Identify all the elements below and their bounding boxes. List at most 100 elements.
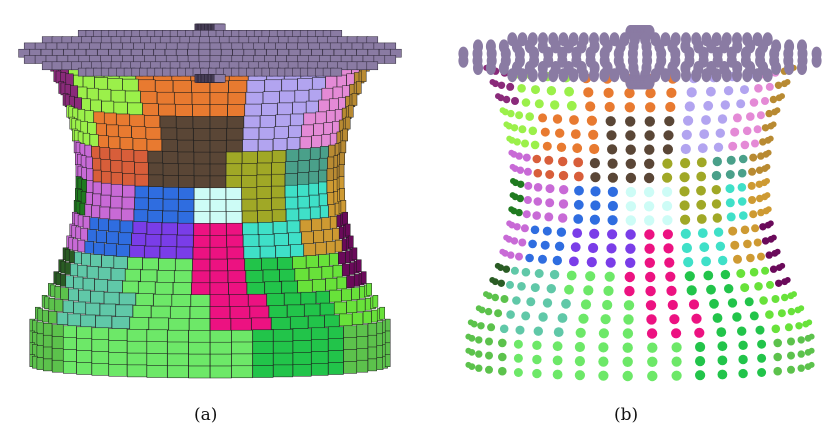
voxel-cube xyxy=(134,197,149,211)
particle-sphere xyxy=(530,283,540,293)
voxel-cube xyxy=(191,282,211,296)
particle-sphere xyxy=(540,127,550,137)
voxel-cube xyxy=(68,250,75,263)
voxel-cube xyxy=(264,79,282,93)
particle-sphere xyxy=(625,158,636,169)
particle-sphere xyxy=(696,185,706,196)
voxel-cube xyxy=(318,254,330,267)
particle-sphere xyxy=(553,327,564,337)
voxel-cube xyxy=(93,242,105,255)
voxel-cube xyxy=(93,111,105,125)
voxel-cube xyxy=(104,243,117,256)
voxel-cube xyxy=(227,270,246,284)
particle-sphere xyxy=(502,265,511,273)
particle-sphere xyxy=(515,208,523,217)
voxel-cube xyxy=(119,137,134,150)
voxel-cube xyxy=(279,90,295,104)
particle-sphere xyxy=(773,352,782,362)
voxel-cube xyxy=(109,148,122,161)
particle-sphere xyxy=(525,253,534,263)
voxel-cube xyxy=(209,282,229,296)
particle-sphere xyxy=(545,184,555,194)
voxel-cube xyxy=(89,134,99,147)
voxel-cube xyxy=(371,309,378,323)
voxel-cube xyxy=(74,251,82,265)
particle-sphere xyxy=(725,184,735,194)
voxel-cube xyxy=(110,172,123,185)
particle-sphere xyxy=(720,100,730,110)
voxel-cube xyxy=(351,287,360,300)
voxel-cube xyxy=(294,268,310,281)
voxel-cube xyxy=(245,91,264,105)
particle-sphere xyxy=(767,220,774,227)
particle-sphere xyxy=(569,115,579,125)
voxel-cube xyxy=(176,127,194,141)
particle-sphere xyxy=(665,101,676,113)
particle-sphere xyxy=(544,155,554,165)
voxel-cube xyxy=(193,151,211,165)
voxel-cube xyxy=(36,333,44,347)
voxel-cube xyxy=(342,211,348,225)
particle-sphere xyxy=(644,158,655,169)
voxel-cube xyxy=(379,306,385,320)
particle-sphere xyxy=(485,365,493,374)
voxel-cube xyxy=(36,345,44,358)
particle-sphere xyxy=(544,212,554,222)
particle-sphere xyxy=(662,186,673,197)
particle-sphere xyxy=(726,212,736,222)
voxel-cube xyxy=(85,302,101,316)
particle-sphere xyxy=(622,342,633,353)
voxel-cube xyxy=(176,246,194,260)
voxel-cube xyxy=(146,353,168,366)
voxel-cube xyxy=(328,204,336,217)
particle-sphere xyxy=(559,185,569,195)
particle-sphere xyxy=(497,264,505,271)
voxel-cube xyxy=(209,294,230,307)
particle-sphere xyxy=(696,157,707,168)
voxel-cube xyxy=(131,233,146,246)
particle-sphere xyxy=(765,149,772,156)
voxel-cube xyxy=(257,210,273,223)
particle-sphere xyxy=(647,356,658,367)
voxel-cube xyxy=(76,362,92,375)
voxel-cube xyxy=(225,199,242,212)
voxel-cube xyxy=(256,162,272,176)
particle-sphere xyxy=(774,248,781,255)
voxel-cube xyxy=(327,192,335,205)
particle-sphere xyxy=(573,171,584,182)
voxel-cube xyxy=(192,116,211,129)
voxel-cube xyxy=(227,92,246,105)
voxel-cube xyxy=(146,329,168,343)
voxel-partition-figure xyxy=(18,23,402,379)
voxel-cube xyxy=(189,318,211,331)
particle-sphere xyxy=(484,307,493,316)
voxel-cube xyxy=(158,103,176,117)
particle-sphere xyxy=(555,128,565,138)
voxel-cube xyxy=(384,354,391,367)
particle-sphere xyxy=(701,115,711,125)
voxel-cube xyxy=(332,264,343,278)
particle-sphere xyxy=(730,240,740,250)
voxel-cube xyxy=(273,364,294,378)
voxel-cube xyxy=(127,329,147,342)
particle-sphere xyxy=(468,363,476,370)
top-particle xyxy=(527,68,538,83)
voxel-cube xyxy=(133,209,148,223)
voxel-cube xyxy=(107,280,123,293)
particle-sphere xyxy=(662,229,673,240)
voxel-cube xyxy=(226,127,244,141)
particle-sphere xyxy=(558,156,568,167)
particle-sphere xyxy=(523,167,532,176)
voxel-cube xyxy=(101,255,115,268)
particle-sphere xyxy=(585,271,596,282)
voxel-cube xyxy=(79,202,86,216)
voxel-cube xyxy=(67,313,81,327)
particle-sphere xyxy=(515,325,525,335)
particle-sphere xyxy=(766,280,774,289)
voxel-cube xyxy=(144,115,160,128)
voxel-cube xyxy=(161,139,178,152)
voxel-cube xyxy=(145,234,162,247)
voxel-cube xyxy=(127,257,143,270)
particle-sphere xyxy=(625,130,636,141)
voxel-cube xyxy=(106,124,119,138)
